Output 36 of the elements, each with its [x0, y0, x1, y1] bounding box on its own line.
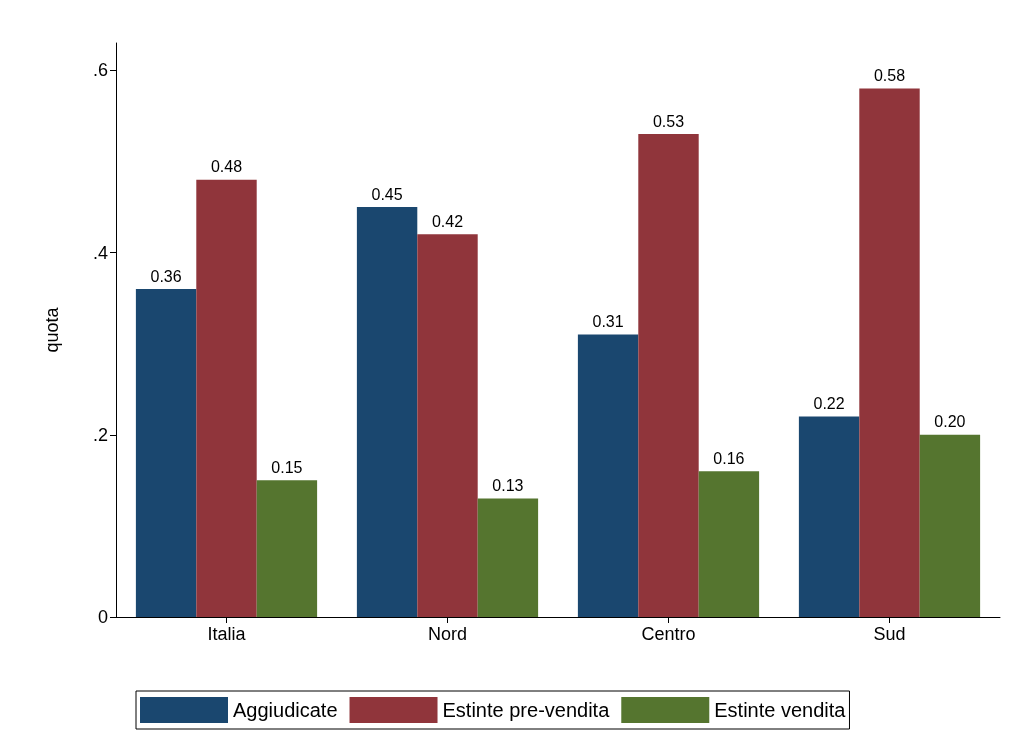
- bar: [356, 207, 418, 617]
- data-label: 0.58: [873, 67, 906, 85]
- bar: [919, 434, 981, 617]
- legend-label: Estinte vendita: [714, 699, 847, 721]
- bar: [577, 334, 639, 617]
- y-tick-label: .4: [92, 242, 108, 263]
- bar: [638, 134, 699, 617]
- data-label: 0.42: [431, 212, 464, 230]
- x-tick-label: Italia: [207, 624, 247, 644]
- bar: [477, 498, 539, 617]
- data-label: 0.36: [150, 267, 182, 285]
- y-axis-title: quota: [42, 306, 62, 353]
- data-label: 0.31: [592, 313, 624, 331]
- bar: [798, 416, 860, 617]
- x-tick-label: Nord: [427, 624, 468, 644]
- legend-label: Aggiudicate: [233, 699, 338, 721]
- bar: [698, 471, 760, 617]
- bar: [135, 289, 197, 617]
- bar: [417, 234, 478, 617]
- legend-label: Estinte pre-vendita: [442, 699, 611, 721]
- data-label: 0.48: [210, 158, 243, 176]
- bar: [256, 480, 318, 617]
- x-tick-label: Centro: [641, 624, 696, 644]
- y-tick-label: .2: [92, 424, 108, 445]
- y-tick-label: .6: [92, 60, 108, 81]
- data-label: 0.15: [271, 458, 303, 476]
- data-label: 0.45: [371, 185, 403, 203]
- x-tick-label: Sud: [873, 624, 906, 644]
- data-label: 0.13: [492, 477, 524, 495]
- bar: [859, 88, 920, 617]
- data-label: 0.53: [652, 112, 685, 130]
- data-label: 0.22: [813, 395, 845, 413]
- y-tick-label: 0: [97, 607, 108, 627]
- bar: [196, 179, 257, 617]
- data-label: 0.16: [713, 449, 745, 467]
- data-label: 0.20: [934, 413, 966, 431]
